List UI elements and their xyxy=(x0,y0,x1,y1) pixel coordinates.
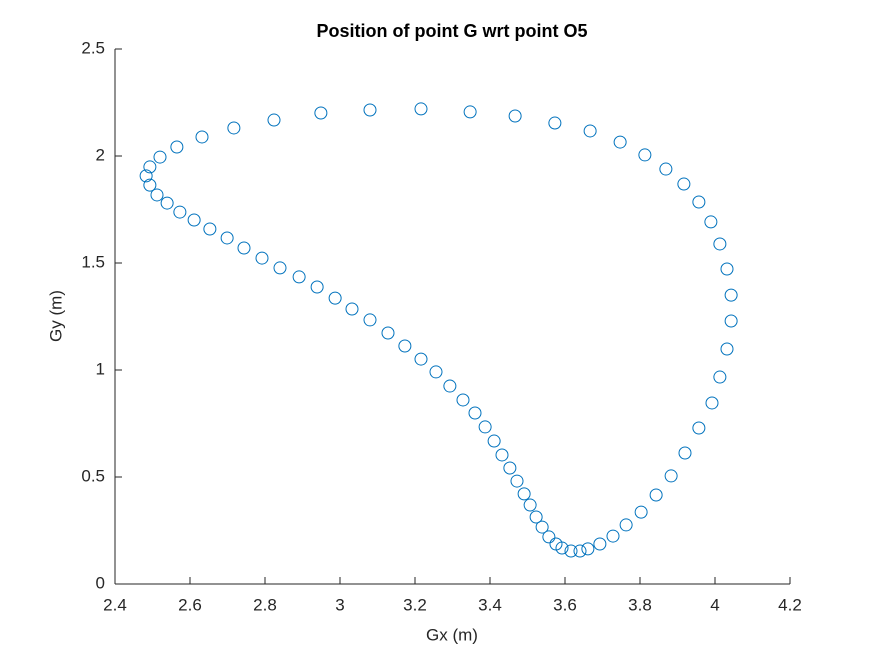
x-tick-label: 3.6 xyxy=(553,595,577,614)
point xyxy=(659,162,673,176)
x-tick-label: 2.4 xyxy=(103,595,127,614)
point xyxy=(523,498,537,512)
point xyxy=(724,314,738,328)
point xyxy=(267,113,281,127)
point xyxy=(583,124,597,138)
point xyxy=(529,510,543,524)
point xyxy=(227,121,241,135)
point xyxy=(139,169,153,183)
point xyxy=(649,488,663,502)
point xyxy=(548,116,562,130)
point xyxy=(573,544,587,558)
point xyxy=(664,469,678,483)
point xyxy=(429,365,443,379)
point xyxy=(328,291,342,305)
y-tick-label: 1.5 xyxy=(81,252,105,271)
point xyxy=(381,326,395,340)
point xyxy=(187,213,201,227)
point xyxy=(398,339,412,353)
point xyxy=(692,421,706,435)
point xyxy=(704,215,718,229)
point xyxy=(478,420,492,434)
x-tick-label: 2.6 xyxy=(178,595,202,614)
y-tick-label: 1 xyxy=(96,359,105,378)
point xyxy=(724,288,738,302)
x-tick-label: 4 xyxy=(710,595,719,614)
point xyxy=(619,518,633,532)
y-tick-label: 0 xyxy=(96,573,105,592)
y-axis-label: Gy (m) xyxy=(46,290,65,342)
y-tick-label: 2 xyxy=(96,145,105,164)
point xyxy=(503,461,517,475)
point xyxy=(705,396,719,410)
x-tick-label: 3 xyxy=(335,595,344,614)
point xyxy=(535,520,549,534)
point xyxy=(153,150,167,164)
point xyxy=(292,270,306,284)
x-tick-label: 3.4 xyxy=(478,595,502,614)
point xyxy=(443,379,457,393)
point xyxy=(487,434,501,448)
point xyxy=(677,177,691,191)
x-tick-label: 3.2 xyxy=(403,595,427,614)
point xyxy=(456,393,470,407)
point xyxy=(173,205,187,219)
point xyxy=(255,251,269,265)
point xyxy=(363,313,377,327)
point xyxy=(613,135,627,149)
point xyxy=(517,487,531,501)
point xyxy=(143,178,157,192)
point xyxy=(160,196,174,210)
y-tick-label: 2.5 xyxy=(81,38,105,57)
x-tick-label: 3.8 xyxy=(628,595,652,614)
point xyxy=(593,537,607,551)
point xyxy=(510,474,524,488)
x-axis-label: Gx (m) xyxy=(426,625,478,644)
point xyxy=(495,448,509,462)
point xyxy=(720,262,734,276)
point xyxy=(273,261,287,275)
point xyxy=(638,148,652,162)
chart-title: Position of point G wrt point O5 xyxy=(317,21,588,41)
point xyxy=(634,505,648,519)
point xyxy=(692,195,706,209)
point xyxy=(150,188,164,202)
point xyxy=(720,342,734,356)
point xyxy=(195,130,209,144)
point xyxy=(414,352,428,366)
point xyxy=(220,231,234,245)
point xyxy=(310,280,324,294)
point xyxy=(237,241,251,255)
point xyxy=(564,544,578,558)
point xyxy=(345,302,359,316)
point xyxy=(363,103,377,117)
y-tick-label: 0.5 xyxy=(81,466,105,485)
point xyxy=(414,102,428,116)
point xyxy=(468,406,482,420)
point xyxy=(508,109,522,123)
point xyxy=(713,237,727,251)
point xyxy=(549,537,563,551)
point xyxy=(143,160,157,174)
point xyxy=(314,106,328,120)
point xyxy=(581,542,595,556)
point xyxy=(203,222,217,236)
point xyxy=(713,370,727,384)
x-tick-label: 4.2 xyxy=(778,595,802,614)
point xyxy=(542,530,556,544)
point xyxy=(170,140,184,154)
x-tick-label: 2.8 xyxy=(253,595,277,614)
point xyxy=(463,105,477,119)
point xyxy=(678,446,692,460)
point xyxy=(606,529,620,543)
